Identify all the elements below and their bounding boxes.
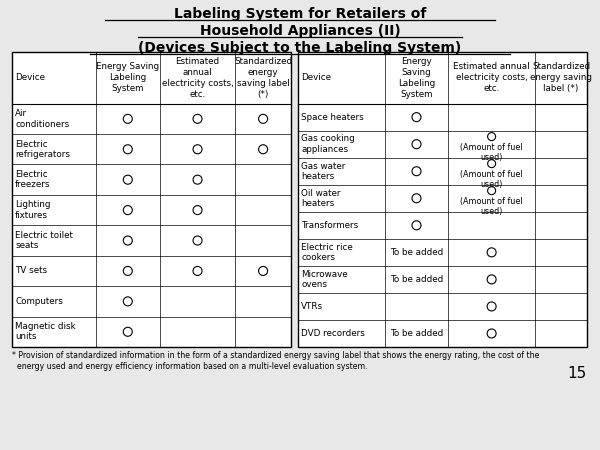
Text: (Amount of fuel
used): (Amount of fuel used) <box>460 197 523 216</box>
Text: Microwave
ovens: Microwave ovens <box>301 270 347 289</box>
Text: Energy Saving
Labeling
System: Energy Saving Labeling System <box>96 62 160 94</box>
Text: Device: Device <box>15 73 45 82</box>
Text: Computers: Computers <box>15 297 63 306</box>
Text: Lighting
fixtures: Lighting fixtures <box>15 200 50 220</box>
Text: Electric
freezers: Electric freezers <box>15 170 50 189</box>
Text: * Provision of standardized information in the form of a standardized energy sav: * Provision of standardized information … <box>12 351 539 371</box>
Bar <box>298 52 587 347</box>
Text: Magnetic disk
units: Magnetic disk units <box>15 322 76 342</box>
Text: Gas cooking
appliances: Gas cooking appliances <box>301 135 355 154</box>
Text: Estimated annual
electricity costs,
etc.: Estimated annual electricity costs, etc. <box>454 62 530 94</box>
Text: Standardized
energy
saving label
(*): Standardized energy saving label (*) <box>234 57 292 99</box>
Text: VTRs: VTRs <box>301 302 323 311</box>
Text: Space heaters: Space heaters <box>301 112 364 122</box>
Text: (Amount of fuel
used): (Amount of fuel used) <box>460 170 523 189</box>
Bar <box>12 52 291 347</box>
Text: Device: Device <box>301 73 331 82</box>
Text: Air
conditioners: Air conditioners <box>15 109 69 129</box>
Text: Electric toilet
seats: Electric toilet seats <box>15 231 73 250</box>
Text: Household Appliances (II): Household Appliances (II) <box>200 24 400 38</box>
Text: (Amount of fuel
used): (Amount of fuel used) <box>460 143 523 162</box>
Text: DVD recorders: DVD recorders <box>301 329 365 338</box>
Text: Labeling System for Retailers of: Labeling System for Retailers of <box>174 7 426 21</box>
Text: Energy
Saving
Labeling
System: Energy Saving Labeling System <box>398 57 435 99</box>
Text: To be added: To be added <box>390 329 443 338</box>
Text: (Devices Subject to the Labeling System): (Devices Subject to the Labeling System) <box>139 41 461 55</box>
Text: Electric rice
cookers: Electric rice cookers <box>301 243 353 262</box>
Text: Transformers: Transformers <box>301 221 358 230</box>
Text: Estimated
annual
electricity costs,
etc.: Estimated annual electricity costs, etc. <box>161 57 233 99</box>
Text: Electric
refrigerators: Electric refrigerators <box>15 140 70 159</box>
Text: To be added: To be added <box>390 275 443 284</box>
Text: 15: 15 <box>568 366 587 381</box>
Text: TV sets: TV sets <box>15 266 47 275</box>
Text: Gas water
heaters: Gas water heaters <box>301 162 346 181</box>
Text: Standardized
energy saving
label (*): Standardized energy saving label (*) <box>530 62 592 94</box>
Text: Oil water
heaters: Oil water heaters <box>301 189 341 208</box>
Text: To be added: To be added <box>390 248 443 257</box>
